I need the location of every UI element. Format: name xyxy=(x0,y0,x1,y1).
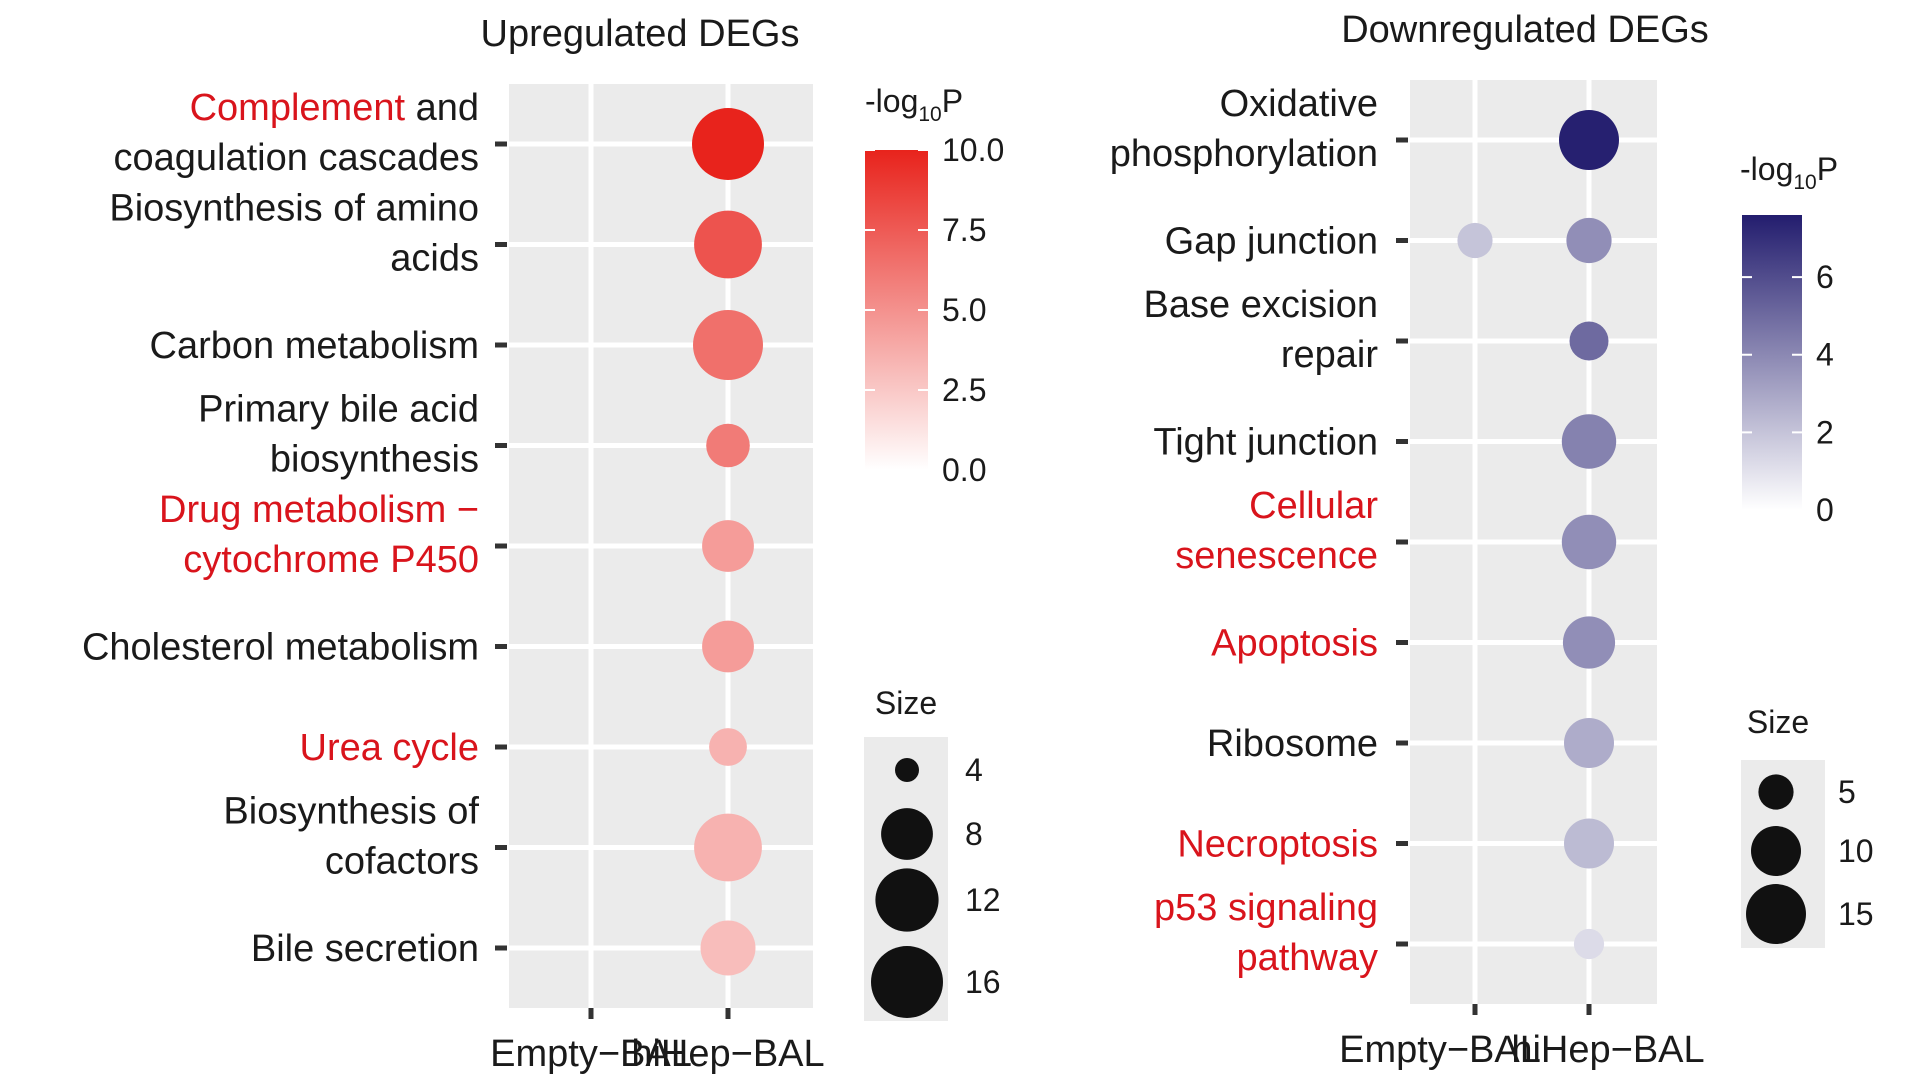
y-tick-label: Apoptosis xyxy=(1211,623,1378,665)
size-legend-label: 12 xyxy=(965,882,1001,918)
y-tick-label: Necroptosis xyxy=(1177,824,1378,866)
size-legend-label: 4 xyxy=(965,752,983,788)
size-legend-dot xyxy=(895,758,919,782)
data-point xyxy=(1564,818,1614,869)
data-point xyxy=(693,310,763,380)
size-legend-dot xyxy=(1751,826,1801,876)
size-legend-dot xyxy=(881,808,933,860)
y-tick-label: Ribosome xyxy=(1207,723,1378,765)
colorbar-tick-label: 0 xyxy=(1816,492,1834,528)
colorbar-title: -log10P xyxy=(1740,151,1838,194)
data-point xyxy=(1559,110,1619,170)
y-tick-label: coagulation cascades xyxy=(114,137,479,179)
y-tick-label: Primary bile acid xyxy=(198,389,479,431)
size-legend-dot xyxy=(871,946,943,1018)
y-tick-label: Biosynthesis of amino xyxy=(109,188,479,230)
size-legend-label: 8 xyxy=(965,816,983,852)
data-point xyxy=(702,520,754,572)
data-point xyxy=(700,920,756,976)
size-legend-title: Size xyxy=(1747,704,1809,740)
data-point xyxy=(694,210,762,279)
chart-title: Downregulated DEGs xyxy=(1341,9,1709,51)
x-tick-label: hiHep−BAL xyxy=(631,1033,824,1075)
y-tick-label: Bile secretion xyxy=(251,928,479,970)
data-point xyxy=(1564,718,1614,768)
colorbar-tick-label: 4 xyxy=(1816,337,1834,373)
data-point xyxy=(702,620,754,673)
size-legend-dot xyxy=(875,868,939,932)
colorbar-title: -log10P xyxy=(865,83,963,126)
colorbar-tick-label: 2 xyxy=(1816,414,1834,450)
colorbar xyxy=(1742,215,1802,510)
size-legend-dot xyxy=(1758,774,1794,810)
y-tick-label: Oxidative xyxy=(1220,83,1378,125)
size-legend-label: 10 xyxy=(1838,833,1874,869)
y-tick-label: Urea cycle xyxy=(300,727,480,769)
data-point xyxy=(1569,321,1609,361)
data-point xyxy=(709,728,747,766)
data-point xyxy=(1561,514,1617,570)
data-point xyxy=(1562,616,1616,669)
y-tick-label: Cholesterol metabolism xyxy=(82,627,479,669)
y-tick-label: repair xyxy=(1281,334,1378,376)
colorbar-tick-label: 6 xyxy=(1816,259,1834,295)
data-point xyxy=(694,813,762,882)
chart-title: Upregulated DEGs xyxy=(481,13,800,55)
data-point xyxy=(706,423,750,468)
size-legend-label: 16 xyxy=(965,964,1001,1000)
y-tick-label: pathway xyxy=(1236,937,1378,979)
data-point xyxy=(1573,928,1605,960)
y-tick-label: p53 signaling xyxy=(1154,887,1378,929)
size-legend-label: 5 xyxy=(1838,774,1856,810)
data-point xyxy=(1566,217,1612,264)
size-legend-dot xyxy=(1746,884,1806,944)
size-legend-label: 15 xyxy=(1838,896,1874,932)
y-tick-label: acids xyxy=(390,238,479,280)
y-tick-label: biosynthesis xyxy=(270,439,479,481)
y-tick-label: Complement and xyxy=(190,87,479,129)
x-tick-label: Empty−BAL xyxy=(1339,1029,1541,1071)
colorbar-tick-label: 7.5 xyxy=(942,212,986,248)
colorbar-tick-label: 10.0 xyxy=(942,132,1004,168)
colorbar-tick-label: 5.0 xyxy=(942,292,986,328)
y-tick-label: Biosynthesis of xyxy=(223,791,479,833)
size-legend-title: Size xyxy=(875,685,937,721)
colorbar xyxy=(865,150,928,470)
data-point xyxy=(1457,222,1493,259)
y-tick-label: phosphorylation xyxy=(1110,133,1378,175)
y-tick-label: senescence xyxy=(1175,535,1378,577)
x-tick-label: Empty−BAL xyxy=(490,1033,692,1075)
data-point xyxy=(1561,414,1617,469)
y-tick-label: cytochrome P450 xyxy=(183,539,479,581)
colorbar-tick-label: 2.5 xyxy=(942,372,986,408)
y-tick-label: Gap junction xyxy=(1165,221,1378,263)
y-tick-label: Cellular xyxy=(1249,485,1378,527)
colorbar-tick-label: 0.0 xyxy=(942,452,986,488)
y-tick-label: cofactors xyxy=(325,841,479,883)
x-tick-label: hiHep−BAL xyxy=(1511,1029,1704,1071)
y-tick-label: Tight junction xyxy=(1153,422,1378,464)
y-tick-label: Drug metabolism − xyxy=(159,489,479,531)
y-tick-label: Base excision xyxy=(1144,284,1378,326)
data-point xyxy=(692,108,764,180)
y-tick-label: Carbon metabolism xyxy=(150,325,479,367)
